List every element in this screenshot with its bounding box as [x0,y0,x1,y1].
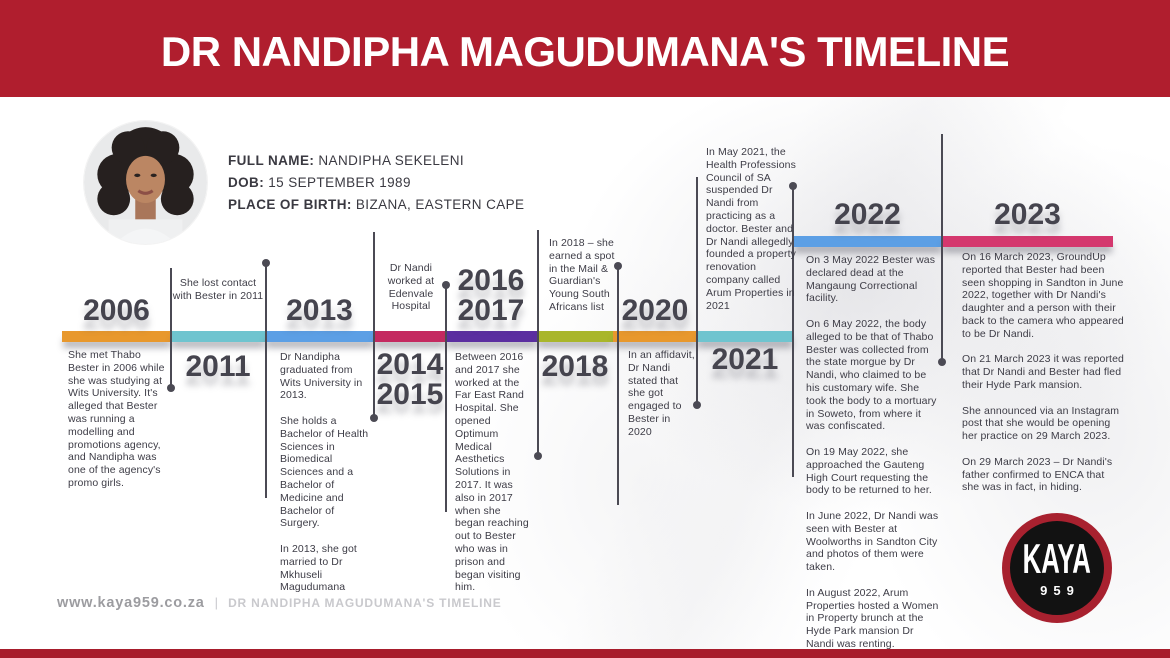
timeline-bar-2020 [613,331,697,342]
timeline-bar-2018 [537,331,613,342]
year-label-2011: 2011 [185,350,251,383]
timeline-connector-dot [938,358,946,366]
avatar-image [84,121,207,244]
timeline-connector-dot [614,262,622,270]
logo-text-959: 959 [1040,583,1080,598]
profile-info: FULL NAME: NANDIPHA SEKELENI DOB: 15 SEP… [228,150,524,216]
logo-text-kaya: KAYA [1022,535,1092,582]
year-label-2022: 2022 [834,198,901,231]
year-label-2018: 2018 [541,350,609,383]
year-label-2020: 2020 [621,294,689,327]
place-of-birth-value: BIZANA, EASTERN CAPE [351,197,525,212]
timeline-connector [445,284,447,512]
profile-photo [84,121,207,244]
place-of-birth-row: PLACE OF BIRTH: BIZANA, EASTERN CAPE [228,194,524,216]
timeline-connector-dot [167,384,175,392]
kaya-959-logo: KAYA 959 [1002,513,1112,623]
event-text-2011: She lost contact with Bester in 2011 [172,277,264,302]
timeline-connector [265,262,267,498]
timeline-bar-2021 [697,331,793,342]
dob-label: DOB: [228,175,265,190]
event-text-2023: On 16 March 2023, GroundUp reported that… [962,251,1124,494]
website-url: www.kaya959.co.za [57,595,205,611]
timeline-connector-dot [534,452,542,460]
timeline-connector [170,268,172,388]
year-label-2021: 2021 [711,343,779,376]
year-label-2014-2015: 2014 2015 [376,348,444,411]
full-name-label: FULL NAME: [228,153,315,168]
timeline-bar-2011 [171,331,265,342]
footer: www.kaya959.co.za | DR NANDIPHA MAGUDUMA… [57,595,502,611]
timeline-bar-2006 [62,331,171,342]
page-title: DR NANDIPHA MAGUDUMANA'S TIMELINE [160,27,1010,75]
event-text-2006: She met Thabo Bester in 2006 while she w… [68,349,165,489]
bottom-accent-strip [0,649,1170,658]
year-label-2013: 2013 [286,294,353,327]
timeline-bar-2016-2017 [445,331,537,342]
timeline-bar-2023 [942,236,1113,247]
timeline-bar-2014-2015 [374,331,445,342]
header-banner: DR NANDIPHA MAGUDUMANA'S TIMELINE [0,0,1170,97]
event-text-2020: In an affidavit, Dr Nandi stated that sh… [628,349,695,438]
timeline-connector-dot [693,401,701,409]
timeline-connector-dot [262,259,270,267]
event-text-2018: In 2018 – she earned a spot in the Mail … [549,237,615,313]
timeline-connector-dot [370,414,378,422]
full-name-row: FULL NAME: NANDIPHA SEKELENI [228,150,524,172]
year-label-2016-2017: 2016 2017 [457,264,525,327]
dob-value: 15 SEPTEMBER 1989 [264,175,411,190]
year-label-2023: 2023 [994,198,1061,231]
place-of-birth-label: PLACE OF BIRTH: [228,197,352,212]
timeline-connector [617,265,619,505]
event-text-2016-2017: Between 2016 and 2017 she worked at the … [455,351,529,594]
year-label-2006: 2006 [83,294,150,327]
event-text-2013: Dr Nandipha graduated from Wits Universi… [280,351,369,594]
footer-separator: | [214,595,219,610]
timeline-connector-dot [789,182,797,190]
footer-caption: DR NANDIPHA MAGUDUMANA'S TIMELINE [228,596,502,610]
timeline-connector [696,177,698,405]
timeline-bar-2013 [265,331,374,342]
timeline-bar-2022 [793,236,942,247]
timeline-connector [941,134,943,362]
timeline-connector [792,185,794,477]
timeline-connector [537,230,539,456]
dob-row: DOB: 15 SEPTEMBER 1989 [228,172,524,194]
timeline-connector [373,232,375,418]
event-text-2021: In May 2021, the Health Professions Coun… [706,146,796,312]
event-text-2014-2015: Dr Nandi worked at Edenvale Hospital [387,262,435,313]
full-name-value: NANDIPHA SEKELENI [314,153,464,168]
timeline-connector-dot [442,281,450,289]
event-text-2022: On 3 May 2022 Bester was declared dead a… [806,254,939,650]
